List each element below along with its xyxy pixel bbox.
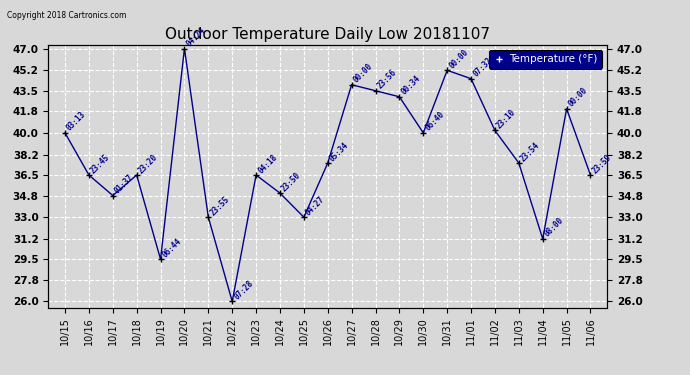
Text: 00:00: 00:00	[447, 48, 470, 70]
Text: 05:34: 05:34	[328, 140, 351, 163]
Title: Outdoor Temperature Daily Low 20181107: Outdoor Temperature Daily Low 20181107	[165, 27, 491, 42]
Text: 23:10: 23:10	[495, 108, 518, 130]
Text: 23:45: 23:45	[89, 152, 112, 175]
Text: 23:56: 23:56	[375, 68, 398, 91]
Text: 23:20: 23:20	[137, 152, 159, 175]
Text: 04:24: 04:24	[184, 26, 207, 49]
Text: 07:32: 07:32	[471, 56, 494, 79]
Text: 08:00: 08:00	[543, 216, 565, 239]
Legend: Temperature (°F): Temperature (°F)	[489, 50, 602, 69]
Text: 23:55: 23:55	[208, 195, 231, 217]
Text: 04:27: 04:27	[304, 195, 326, 217]
Text: 06:44: 06:44	[161, 237, 184, 260]
Text: Copyright 2018 Cartronics.com: Copyright 2018 Cartronics.com	[7, 11, 126, 20]
Text: 23:59: 23:59	[591, 152, 613, 175]
Text: 23:50: 23:50	[280, 170, 303, 193]
Text: 03:13: 03:13	[65, 110, 88, 133]
Text: 01:37: 01:37	[112, 173, 135, 195]
Text: 00:00: 00:00	[352, 62, 375, 85]
Text: 04:18: 04:18	[256, 152, 279, 175]
Text: 07:28: 07:28	[233, 279, 255, 302]
Text: 00:00: 00:00	[566, 86, 589, 109]
Text: 00:34: 00:34	[400, 74, 422, 97]
Text: 23:54: 23:54	[519, 140, 542, 163]
Text: 06:40: 06:40	[423, 110, 446, 133]
